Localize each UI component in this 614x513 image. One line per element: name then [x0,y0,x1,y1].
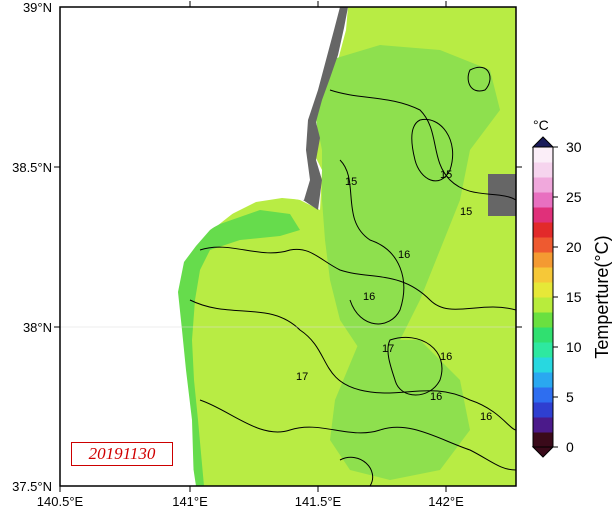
colorbar-swatch [533,267,553,283]
x-tick-label: 141°E [172,494,208,509]
contour-label: 16 [398,249,410,261]
x-axis [59,1,447,492]
x-tick-labels: 140.5°E 141°E 141.5°E 142°E [37,494,464,509]
x-tick-label: 140.5°E [37,494,84,509]
colorbar-swatch [533,282,553,298]
y-tick-label: 38.5°N [12,160,52,175]
sea-cool-patch-south [330,340,470,480]
colorbar-tick-label: 15 [566,289,582,305]
contour-line [467,67,491,92]
colorbar-swatch [533,177,553,193]
x-tick-label: 142°E [428,494,464,509]
map-frame [59,6,517,487]
contour-line [329,89,516,201]
contour-line [199,246,516,311]
contour-line [189,299,516,431]
map-plot-area: 15 15 16 16 16 17 17 16 15 16 [59,6,517,487]
colorbar-tick-label: 30 [566,139,582,155]
contour-label: 17 [296,371,308,383]
colorbar-ticks: 0 5 10 15 20 25 30 [553,139,582,455]
y-tick-label: 39°N [23,0,52,15]
colorbar-swatch [533,357,553,373]
contour-label: 15 [440,169,452,181]
contour-line [387,336,443,396]
contour-label: 16 [440,351,452,363]
colorbar-swatch [533,432,553,448]
colorbar-tick-label: 25 [566,189,582,205]
contour-label: 15 [345,176,357,188]
contour-label: 17 [382,343,394,355]
colorbar-swatch [533,207,553,223]
colorbar-swatch [533,147,553,163]
colorbar-unit: °C [533,117,549,133]
colorbar-swatches [533,147,553,448]
colorbar-swatch [533,222,553,238]
colorbar-tick-label: 20 [566,239,582,255]
colorbar-tick-label: 5 [566,389,574,405]
colorbar-swatch [533,327,553,343]
colorbar-tick-label: 0 [566,439,574,455]
contour-line [199,399,516,471]
y-tick-label: 38°N [23,320,52,335]
y-tick-labels: 39°N 38.5°N 38°N 37.5°N [12,0,52,494]
colorbar-swatch [533,162,553,178]
missing-data-block [488,174,516,216]
colorbar-min-arrow [531,446,555,458]
colorbar-swatch [533,297,553,313]
y-tick-label: 37.5°N [12,479,52,494]
sea-cool-patch-north [316,45,500,350]
contour-label: 15 [460,206,472,218]
contour-labels: 15 15 16 16 16 17 17 16 15 16 [296,169,492,423]
contour-label: 16 [480,411,492,423]
colorbar-max-arrow [531,136,555,148]
contour-line [339,456,374,486]
colorbar-swatch [533,192,553,208]
land-inland-white [60,7,340,486]
contour-label: 16 [363,291,375,303]
colorbar-swatch [533,342,553,358]
contour-label: 16 [430,391,442,403]
colorbar-swatch [533,252,553,268]
contour-line [339,159,405,325]
contour-line [411,118,454,182]
colorbar-swatch [533,237,553,253]
colorbar-swatch [533,372,553,388]
colorbar-swatch [533,417,553,433]
colorbar-swatch [533,387,553,403]
colorbar-swatch [533,312,553,328]
y-axis [54,166,522,328]
date-label: 20191130 [71,442,173,466]
x-tick-label: 141.5°E [295,494,342,509]
colorbar-title: Temperture(°C) [592,235,612,358]
isotherm-contours [189,67,516,486]
colorbar-swatch [533,402,553,418]
colorbar-tick-label: 10 [566,339,582,355]
colorbar: °C 0 5 10 15 20 25 30 Temperture(°C) [531,117,612,458]
